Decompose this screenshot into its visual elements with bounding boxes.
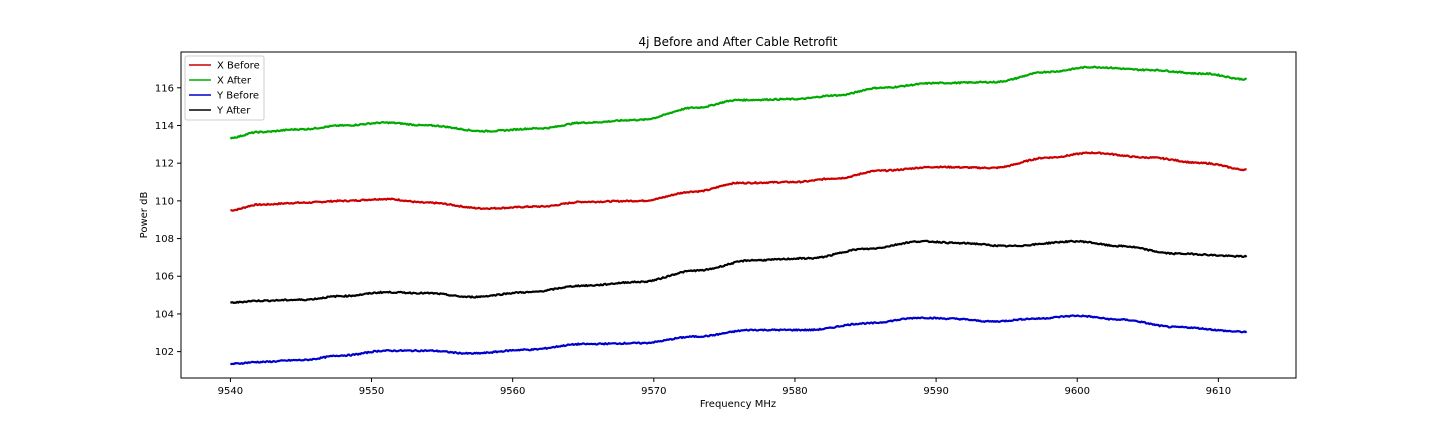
x-tick-label: 9580 [782,386,807,397]
x-tick-label: 9610 [1206,386,1231,397]
legend-entry-label: X Before [217,61,260,72]
y-tick-label: 116 [155,83,174,94]
plot-area [229,65,1248,366]
x-axis-label: Frequency MHz [700,399,776,410]
y-tick-label: 110 [155,196,174,207]
x-tick-label: 9590 [923,386,948,397]
series-line-y-before [230,314,1248,366]
series-line-x-after [229,65,1247,140]
y-tick-label: 108 [155,234,174,245]
x-tick-label: 9550 [359,386,384,397]
chart-title: 4j Before and After Cable Retrofit [639,35,838,49]
y-tick-label: 104 [155,309,174,320]
y-axis: 102 104 106 108 110 112 114 116 [155,83,181,358]
x-tick-label: 9560 [500,386,525,397]
legend: X Before X After Y Before Y After [184,55,265,121]
legend-entry-label: X After [217,76,252,87]
legend-entry-label: Y After [216,106,251,117]
x-tick-label: 9570 [641,386,666,397]
y-axis-label: Power dB [139,192,150,239]
x-tick-label: 9600 [1065,386,1090,397]
x-axis: 9540 9550 9560 9570 9580 9590 9600 9610 [218,378,1231,397]
legend-entry-label: Y Before [216,91,259,102]
series-line-x-before [230,151,1247,212]
y-tick-label: 106 [155,272,174,283]
y-tick-label: 112 [155,159,174,170]
plot-frame [180,51,1297,379]
legend-box [184,55,265,121]
y-tick-label: 114 [155,121,174,132]
x-tick-label: 9540 [218,386,243,397]
series-line-y-after [230,239,1248,305]
y-tick-label: 102 [155,347,174,358]
